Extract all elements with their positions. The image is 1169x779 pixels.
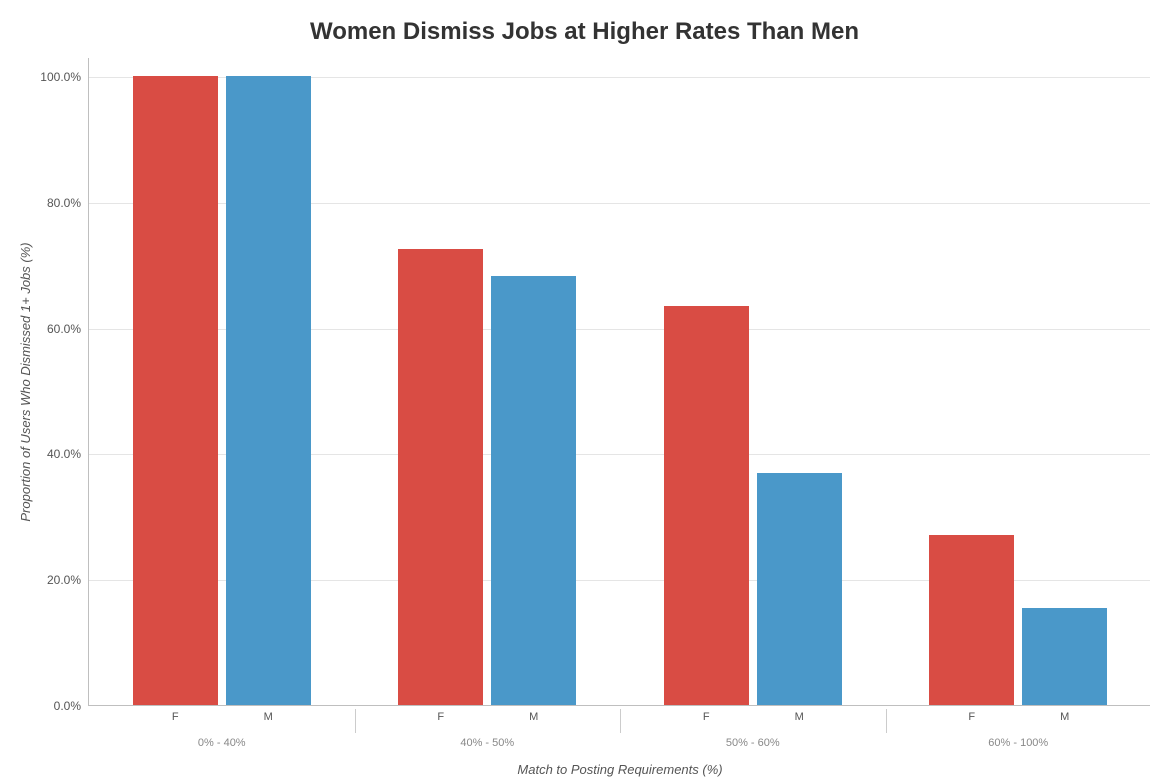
x-group-label: 60% - 100% <box>988 705 1048 749</box>
x-group-label: 0% - 40% <box>198 705 246 749</box>
bar-sub-label: M <box>529 705 538 723</box>
y-axis-title: Proportion of Users Who Dismissed 1+ Job… <box>18 242 33 521</box>
y-tick-label: 100.0% <box>40 70 89 84</box>
bar-sub-label: M <box>795 705 804 723</box>
chart-title: Women Dismiss Jobs at Higher Rates Than … <box>0 18 1169 46</box>
bar-f <box>133 76 218 705</box>
bar-sub-label: F <box>437 705 444 723</box>
x-group-label: 40% - 50% <box>460 705 514 749</box>
bar-sub-label: F <box>703 705 710 723</box>
plot-area: 0.0%20.0%40.0%60.0%80.0%100.0%Proportion… <box>88 58 1150 706</box>
bar-f <box>929 535 1014 705</box>
bar-f <box>398 249 483 705</box>
y-tick-label: 0.0% <box>54 699 89 713</box>
chart-container: Women Dismiss Jobs at Higher Rates Than … <box>0 0 1169 779</box>
group-separator <box>355 709 356 733</box>
bar-sub-label: F <box>968 705 975 723</box>
bar-m <box>226 76 311 705</box>
bar-m <box>757 473 842 705</box>
bar-m <box>491 276 576 705</box>
bar-f <box>664 306 749 705</box>
x-axis-title: Match to Posting Requirements (%) <box>517 762 722 777</box>
bar-m <box>1022 608 1107 706</box>
y-tick-label: 60.0% <box>47 322 89 336</box>
y-tick-label: 20.0% <box>47 573 89 587</box>
group-separator <box>620 709 621 733</box>
x-group-label: 50% - 60% <box>726 705 780 749</box>
y-tick-label: 80.0% <box>47 196 89 210</box>
bar-sub-label: M <box>264 705 273 723</box>
group-separator <box>886 709 887 733</box>
bar-sub-label: F <box>172 705 179 723</box>
y-tick-label: 40.0% <box>47 447 89 461</box>
bar-sub-label: M <box>1060 705 1069 723</box>
